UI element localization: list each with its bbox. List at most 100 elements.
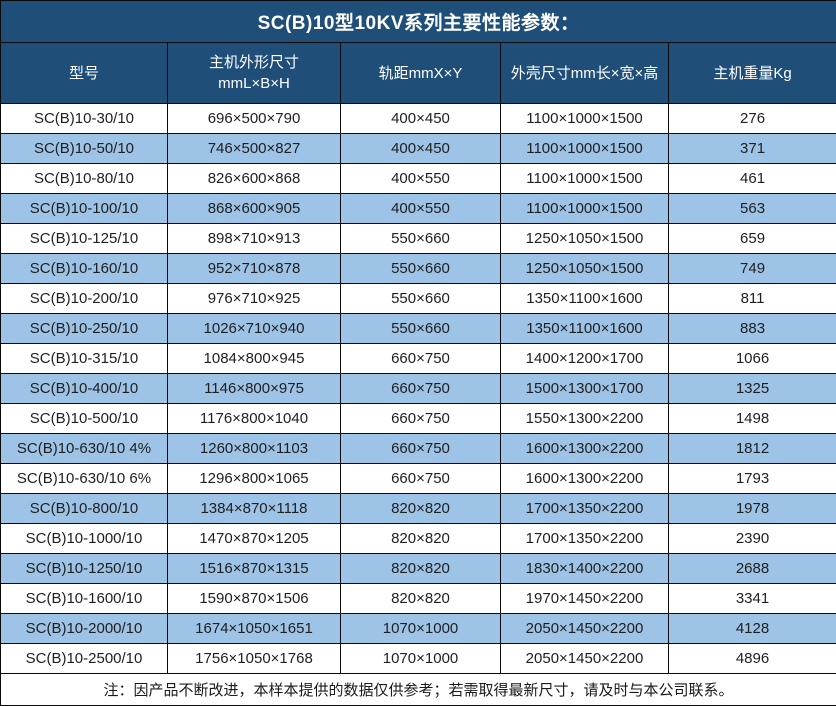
spec-table: SC(B)10型10KV系列主要性能参数： 型号 主机外形尺寸 mmL×B×H …	[0, 0, 836, 706]
table-cell: 1296×800×1065	[168, 464, 341, 494]
table-cell: SC(B)10-400/10	[1, 374, 168, 404]
table-row: SC(B)10-1250/101516×870×1315820×8201830×…	[1, 554, 836, 584]
table-cell: 696×500×790	[168, 104, 341, 134]
table-cell: SC(B)10-30/10	[1, 104, 168, 134]
table-cell: 1674×1050×1651	[168, 614, 341, 644]
table-cell: 1600×1300×2200	[501, 464, 669, 494]
table-cell: 1325	[669, 374, 836, 404]
table-row: SC(B)10-315/101084×800×945660×7501400×12…	[1, 344, 836, 374]
table-cell: 550×660	[341, 314, 501, 344]
table-cell: SC(B)10-1600/10	[1, 584, 168, 614]
table-row: SC(B)10-1600/101590×870×1506820×8201970×…	[1, 584, 836, 614]
table-row: SC(B)10-500/101176×800×1040660×7501550×1…	[1, 404, 836, 434]
table-cell: 1830×1400×2200	[501, 554, 669, 584]
table-cell: 276	[669, 104, 836, 134]
table-cell: 749	[669, 254, 836, 284]
table-cell: 563	[669, 194, 836, 224]
table-cell: SC(B)10-125/10	[1, 224, 168, 254]
table-cell: 883	[669, 314, 836, 344]
table-cell: 820×820	[341, 584, 501, 614]
col-header-label: 外壳尺寸mm长×宽×高	[503, 63, 666, 84]
table-row: SC(B)10-200/10976×710×925550×6601350×110…	[1, 284, 836, 314]
table-cell: SC(B)10-630/10 6%	[1, 464, 168, 494]
col-header-label: 主机重量Kg	[671, 63, 834, 84]
table-cell: 461	[669, 164, 836, 194]
table-cell: 1793	[669, 464, 836, 494]
table-cell: 660×750	[341, 374, 501, 404]
col-header-enclosure-size: 外壳尺寸mm长×宽×高	[501, 43, 669, 104]
table-cell: SC(B)10-315/10	[1, 344, 168, 374]
table-row: SC(B)10-2500/101756×1050×17681070×100020…	[1, 644, 836, 674]
table-cell: SC(B)10-2000/10	[1, 614, 168, 644]
table-row: SC(B)10-1000/101470×870×1205820×8201700×…	[1, 524, 836, 554]
table-cell: 550×660	[341, 254, 501, 284]
table-cell: 1384×870×1118	[168, 494, 341, 524]
table-cell: 2390	[669, 524, 836, 554]
table-cell: 659	[669, 224, 836, 254]
table-cell: 820×820	[341, 524, 501, 554]
table-cell: 820×820	[341, 554, 501, 584]
table-row: SC(B)10-2000/101674×1050×16511070×100020…	[1, 614, 836, 644]
table-cell: 660×750	[341, 434, 501, 464]
table-cell: 400×550	[341, 164, 501, 194]
table-cell: 1260×800×1103	[168, 434, 341, 464]
table-cell: 826×600×868	[168, 164, 341, 194]
table-cell: 1812	[669, 434, 836, 464]
table-cell: 1978	[669, 494, 836, 524]
table-cell: 660×750	[341, 464, 501, 494]
table-cell: 1700×1350×2200	[501, 494, 669, 524]
table-row: SC(B)10-250/101026×710×940550×6601350×11…	[1, 314, 836, 344]
col-header-label: 轨距mmX×Y	[343, 63, 498, 84]
table-cell: 746×500×827	[168, 134, 341, 164]
table-cell: SC(B)10-1000/10	[1, 524, 168, 554]
table-cell: 550×660	[341, 224, 501, 254]
table-row: SC(B)10-30/10696×500×790400×4501100×1000…	[1, 104, 836, 134]
table-cell: 811	[669, 284, 836, 314]
table-cell: 400×450	[341, 134, 501, 164]
table-cell: 660×750	[341, 404, 501, 434]
table-cell: 1970×1450×2200	[501, 584, 669, 614]
page-title: SC(B)10型10KV系列主要性能参数：	[1, 1, 836, 43]
table-cell: 1066	[669, 344, 836, 374]
table-cell: 1100×1000×1500	[501, 164, 669, 194]
table-cell: 1500×1300×1700	[501, 374, 669, 404]
table-cell: 868×600×905	[168, 194, 341, 224]
table-cell: 820×820	[341, 494, 501, 524]
table-cell: SC(B)10-2500/10	[1, 644, 168, 674]
table-cell: 1250×1050×1500	[501, 224, 669, 254]
table-row: SC(B)10-80/10826×600×868400×5501100×1000…	[1, 164, 836, 194]
table-cell: SC(B)10-500/10	[1, 404, 168, 434]
table-row: SC(B)10-400/101146×800×975660×7501500×13…	[1, 374, 836, 404]
table-row: SC(B)10-800/101384×870×1118820×8201700×1…	[1, 494, 836, 524]
table-cell: SC(B)10-80/10	[1, 164, 168, 194]
table-cell: SC(B)10-630/10 4%	[1, 434, 168, 464]
table-cell: 976×710×925	[168, 284, 341, 314]
table-cell: 1400×1200×1700	[501, 344, 669, 374]
col-header-main-dimensions: 主机外形尺寸 mmL×B×H	[168, 43, 341, 104]
table-cell: 1070×1000	[341, 614, 501, 644]
table-cell: 1176×800×1040	[168, 404, 341, 434]
table-row: SC(B)10-50/10746×500×827400×4501100×1000…	[1, 134, 836, 164]
table-cell: 400×550	[341, 194, 501, 224]
col-header-rail-gauge: 轨距mmX×Y	[341, 43, 501, 104]
table-row: SC(B)10-125/10898×710×913550×6601250×105…	[1, 224, 836, 254]
table-row: SC(B)10-160/10952×710×878550×6601250×105…	[1, 254, 836, 284]
table-cell: 1498	[669, 404, 836, 434]
table-cell: SC(B)10-50/10	[1, 134, 168, 164]
table-cell: 1100×1000×1500	[501, 194, 669, 224]
header-row: 型号 主机外形尺寸 mmL×B×H 轨距mmX×Y 外壳尺寸mm长×宽×高 主机…	[1, 43, 836, 104]
table-cell: 3341	[669, 584, 836, 614]
footer-note: 注：因产品不断改进，本样本提供的数据仅供参考；若需取得最新尺寸，请及时与本公司联…	[1, 674, 836, 706]
table-cell: 4896	[669, 644, 836, 674]
table-cell: 1550×1300×2200	[501, 404, 669, 434]
col-header-sublabel: mmL×B×H	[170, 73, 338, 94]
table-cell: 1084×800×945	[168, 344, 341, 374]
table-cell: SC(B)10-200/10	[1, 284, 168, 314]
table-cell: 660×750	[341, 344, 501, 374]
table-row: SC(B)10-630/10 6%1296×800×1065660×750160…	[1, 464, 836, 494]
table-cell: 1350×1100×1600	[501, 314, 669, 344]
table-cell: SC(B)10-160/10	[1, 254, 168, 284]
table-cell: 1070×1000	[341, 644, 501, 674]
table-row: SC(B)10-100/10868×600×905400×5501100×100…	[1, 194, 836, 224]
table-cell: SC(B)10-1250/10	[1, 554, 168, 584]
